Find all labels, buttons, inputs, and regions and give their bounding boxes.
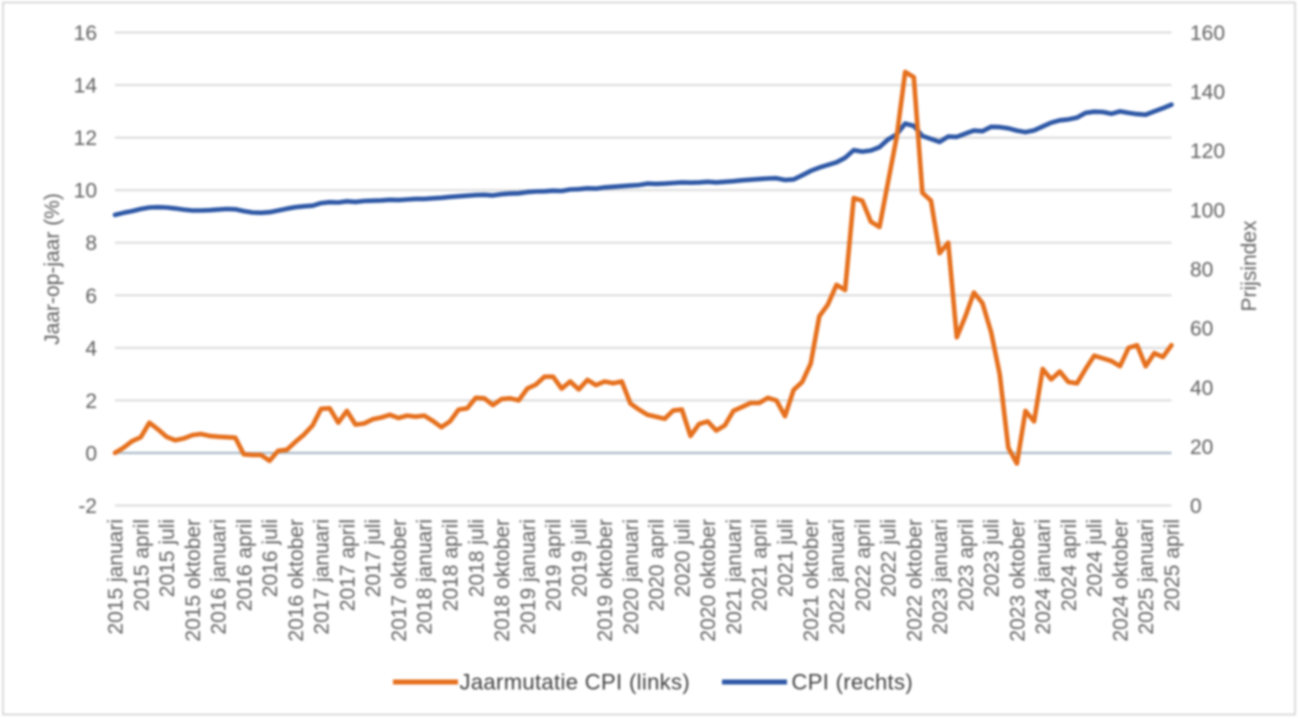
svg-text:2016 juli: 2016 juli [259, 519, 282, 597]
svg-text:2022 januari: 2022 januari [826, 519, 849, 635]
svg-text:2020 juli: 2020 juli [671, 519, 694, 597]
svg-text:2020 januari: 2020 januari [620, 519, 643, 635]
svg-text:2016 april: 2016 april [233, 519, 256, 611]
svg-text:CPI (rechts): CPI (rechts) [792, 670, 914, 695]
svg-text:12: 12 [74, 127, 97, 150]
svg-text:2021 januari: 2021 januari [723, 519, 746, 635]
svg-text:2019 juli: 2019 juli [568, 519, 591, 597]
svg-text:2015 april: 2015 april [130, 519, 153, 611]
svg-text:2025 april: 2025 april [1161, 519, 1184, 611]
svg-text:2019 april: 2019 april [543, 519, 566, 611]
svg-text:2016 januari: 2016 januari [208, 519, 231, 635]
svg-text:2022 oktober: 2022 oktober [903, 519, 926, 642]
svg-text:2018 oktober: 2018 oktober [491, 519, 514, 642]
svg-text:100: 100 [1190, 199, 1225, 222]
svg-text:2017 juli: 2017 juli [362, 519, 385, 597]
svg-text:10: 10 [74, 180, 97, 203]
svg-text:6: 6 [85, 285, 97, 308]
svg-text:2015 oktober: 2015 oktober [182, 519, 205, 642]
svg-text:2019 oktober: 2019 oktober [594, 519, 617, 642]
svg-text:2021 oktober: 2021 oktober [800, 519, 823, 642]
svg-text:2019 januari: 2019 januari [517, 519, 540, 635]
svg-text:2015 juli: 2015 juli [156, 519, 179, 597]
svg-text:2018 april: 2018 april [440, 519, 463, 611]
svg-text:2025 januari: 2025 januari [1135, 519, 1158, 635]
svg-text:140: 140 [1190, 81, 1225, 104]
svg-text:60: 60 [1190, 318, 1213, 341]
svg-text:2017 april: 2017 april [336, 519, 359, 611]
svg-text:Prijsindex: Prijsindex [1238, 220, 1261, 312]
svg-text:16: 16 [74, 22, 97, 45]
svg-text:0: 0 [85, 442, 97, 465]
svg-text:2: 2 [85, 390, 97, 413]
svg-text:2023 april: 2023 april [955, 519, 978, 611]
svg-text:2024 oktober: 2024 oktober [1110, 519, 1133, 642]
svg-text:2020 oktober: 2020 oktober [697, 519, 720, 642]
svg-text:160: 160 [1190, 22, 1225, 45]
svg-text:2018 januari: 2018 januari [414, 519, 437, 635]
svg-text:2021 april: 2021 april [749, 519, 772, 611]
svg-text:2023 januari: 2023 januari [929, 519, 952, 635]
svg-text:2015 januari: 2015 januari [105, 519, 128, 635]
svg-text:20: 20 [1190, 436, 1213, 459]
svg-text:2021 juli: 2021 juli [775, 519, 798, 597]
svg-text:80: 80 [1190, 259, 1213, 282]
svg-text:0: 0 [1190, 495, 1202, 518]
svg-text:2022 april: 2022 april [852, 519, 875, 611]
svg-text:8: 8 [85, 232, 97, 255]
svg-text:Jaar-op-jaar (%): Jaar-op-jaar (%) [41, 193, 64, 345]
svg-text:14: 14 [74, 75, 98, 98]
svg-text:2017 januari: 2017 januari [311, 519, 334, 635]
svg-text:2023 oktober: 2023 oktober [1006, 519, 1029, 642]
svg-text:2018 juli: 2018 juli [465, 519, 488, 597]
svg-text:2017 oktober: 2017 oktober [388, 519, 411, 642]
svg-text:2016 oktober: 2016 oktober [285, 519, 308, 642]
svg-text:2024 juli: 2024 juli [1084, 519, 1107, 597]
svg-text:2024 januari: 2024 januari [1032, 519, 1055, 635]
svg-text:-2: -2 [78, 495, 97, 518]
svg-text:2024 april: 2024 april [1058, 519, 1081, 611]
svg-text:2022 juli: 2022 juli [878, 519, 901, 597]
svg-text:120: 120 [1190, 140, 1225, 163]
svg-text:2023 juli: 2023 juli [981, 519, 1004, 597]
svg-text:2020 april: 2020 april [646, 519, 669, 611]
svg-text:40: 40 [1190, 377, 1213, 400]
svg-text:4: 4 [85, 337, 97, 360]
svg-text:Jaarmutatie CPI (links): Jaarmutatie CPI (links) [460, 670, 691, 695]
